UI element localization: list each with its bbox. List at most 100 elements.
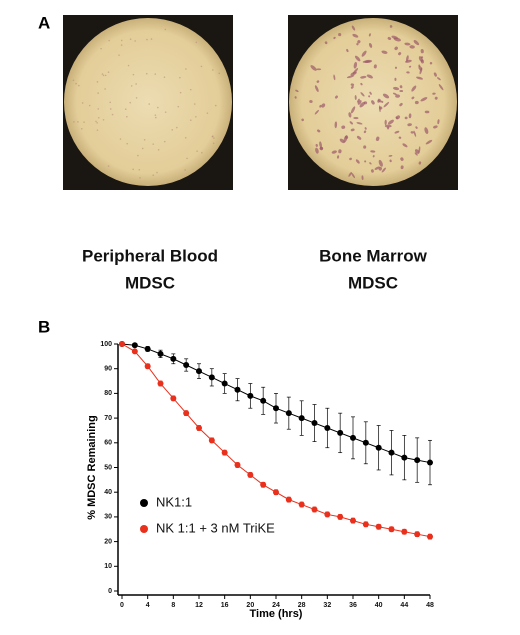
data-point <box>285 410 292 417</box>
speck <box>150 38 153 40</box>
x-tick-label: 12 <box>195 602 203 609</box>
speck <box>163 140 166 143</box>
speck <box>214 104 217 107</box>
speck <box>164 28 167 31</box>
speck <box>78 84 80 87</box>
cell <box>402 143 408 148</box>
cell <box>334 121 338 129</box>
speck <box>73 121 75 123</box>
y-tick-label: 80 <box>104 390 112 397</box>
cell <box>364 127 367 130</box>
speck <box>148 103 150 105</box>
data-point <box>324 424 331 431</box>
cell <box>392 86 400 91</box>
data-point <box>247 471 254 478</box>
speck <box>195 41 198 44</box>
data-point <box>208 437 215 444</box>
speck <box>184 169 186 171</box>
cell <box>319 146 324 151</box>
cell <box>348 172 352 177</box>
speck <box>189 119 192 122</box>
speck <box>213 137 215 139</box>
cell <box>381 100 384 103</box>
cell <box>395 94 401 98</box>
speck <box>141 147 144 150</box>
speck <box>109 108 112 110</box>
data-point <box>131 348 138 355</box>
data-point <box>119 341 125 347</box>
cell <box>375 136 380 142</box>
data-point <box>260 481 267 488</box>
cell <box>355 159 360 164</box>
cell <box>319 104 322 108</box>
speck <box>72 79 75 82</box>
x-tick-label: 24 <box>272 602 280 609</box>
speck <box>108 39 110 42</box>
speck <box>129 101 132 104</box>
speck <box>184 136 187 139</box>
cell <box>354 95 357 100</box>
data-point <box>401 528 408 535</box>
cell <box>381 167 386 173</box>
cell <box>368 33 371 37</box>
cell <box>394 77 397 81</box>
data-point <box>260 397 267 404</box>
cell <box>400 157 404 161</box>
speck <box>102 74 105 77</box>
cell <box>395 116 398 120</box>
cell <box>352 33 359 38</box>
speck <box>218 72 221 75</box>
speck <box>97 116 100 119</box>
speck <box>134 40 136 42</box>
cell <box>351 25 356 31</box>
cell <box>361 50 367 57</box>
cell <box>379 106 383 110</box>
cell <box>394 66 398 69</box>
microscopy-dish <box>64 18 232 186</box>
speck <box>107 165 110 167</box>
cell <box>404 42 411 46</box>
speck <box>104 74 107 77</box>
speck <box>152 143 155 145</box>
cell <box>364 160 367 163</box>
cell <box>348 112 352 118</box>
data-point <box>247 392 254 399</box>
cell <box>349 121 353 125</box>
cell <box>356 135 362 140</box>
cell <box>381 50 388 54</box>
cell <box>357 100 362 105</box>
cell <box>437 77 441 81</box>
cell <box>360 92 365 97</box>
cell <box>295 89 299 93</box>
data-point <box>183 361 190 368</box>
data-point <box>414 457 421 464</box>
y-tick-label: 40 <box>104 489 112 496</box>
data-point <box>221 449 228 456</box>
x-tick-label: 8 <box>171 602 175 609</box>
cell <box>413 40 420 46</box>
speck <box>97 92 99 94</box>
y-tick-label: 20 <box>104 538 112 545</box>
cell <box>383 101 390 108</box>
data-point <box>362 439 369 446</box>
cell <box>392 92 397 96</box>
speck <box>200 65 203 68</box>
speck <box>101 73 104 75</box>
data-point <box>311 506 318 513</box>
speck <box>126 115 128 118</box>
legend-label: NK1:1 <box>156 494 192 509</box>
speck <box>127 64 130 67</box>
cell <box>319 141 322 148</box>
cell <box>409 45 415 49</box>
x-tick-label: 28 <box>298 602 306 609</box>
cell <box>353 117 359 120</box>
cell <box>360 82 363 86</box>
cell <box>333 36 336 40</box>
cell <box>384 119 387 126</box>
speck <box>118 54 120 56</box>
speck <box>157 148 160 151</box>
data-point <box>183 410 190 417</box>
data-point <box>196 424 202 431</box>
cell <box>424 110 430 114</box>
data-point <box>375 523 382 530</box>
